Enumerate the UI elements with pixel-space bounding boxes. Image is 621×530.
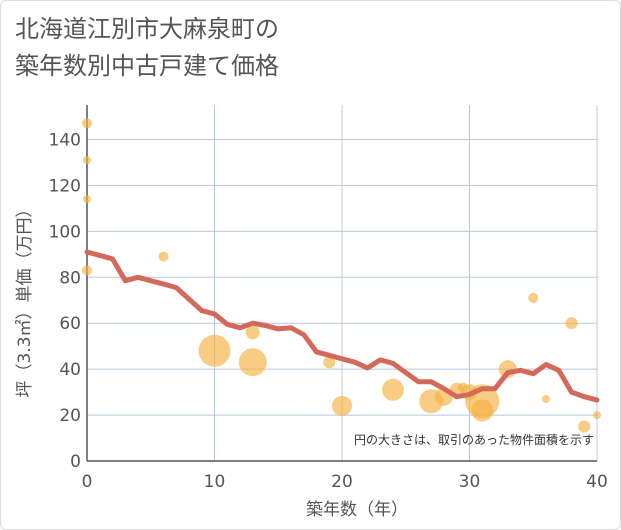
y-tick-label: 40 — [59, 360, 81, 380]
x-tick-label: 40 — [586, 472, 608, 492]
y-axis-label: 坪（3.3㎡）単価（万円） — [15, 200, 35, 397]
chart-title: 北海道江別市大麻泉町の 築年数別中古戸建て価格 — [15, 11, 279, 85]
axes — [86, 105, 597, 462]
scatter-point — [245, 325, 260, 340]
chart-title-line2: 築年数別中古戸建て価格 — [15, 52, 279, 80]
trend-line — [84, 249, 600, 403]
x-tick-label: 20 — [331, 472, 353, 492]
y-tick-label: 140 — [49, 130, 81, 150]
scatter-point — [542, 394, 550, 403]
x-tick-label: 10 — [204, 472, 226, 492]
scatter-point — [323, 356, 336, 369]
tick-labels: 0 20 40 60 80 100 120 140 0 10 20 30 40 — [49, 130, 608, 492]
x-tick-label: 30 — [459, 472, 481, 492]
y-tick-label: 100 — [49, 222, 81, 242]
scatter-point — [158, 251, 169, 262]
x-axis-label: 築年数（年） — [306, 500, 408, 520]
grid-lines — [87, 105, 598, 461]
scatter-point — [471, 399, 494, 422]
y-tick-label: 60 — [59, 314, 81, 334]
scatter-point — [238, 348, 267, 377]
scatter-point — [332, 395, 352, 416]
scatter-point — [578, 420, 591, 433]
y-tick-label: 20 — [59, 406, 81, 426]
scatter-point — [83, 156, 91, 165]
scatter-point — [198, 334, 231, 367]
chart-title-line1: 北海道江別市大麻泉町の — [15, 15, 279, 43]
scatter-point — [382, 378, 404, 401]
scatter-point — [82, 265, 92, 276]
scatter-point — [528, 292, 539, 303]
x-tick-label: 0 — [82, 472, 93, 492]
chart-annotation: 円の大きさは、取引のあった物件面積を示す — [354, 432, 594, 447]
scatter-point — [83, 195, 91, 204]
scatter-point — [565, 317, 578, 330]
scatter-point — [82, 118, 92, 129]
y-tick-label: 0 — [70, 452, 81, 472]
y-tick-label: 120 — [49, 176, 81, 196]
y-tick-label: 80 — [59, 268, 81, 288]
trend-line-group — [84, 249, 600, 403]
scatter-point — [593, 411, 601, 420]
